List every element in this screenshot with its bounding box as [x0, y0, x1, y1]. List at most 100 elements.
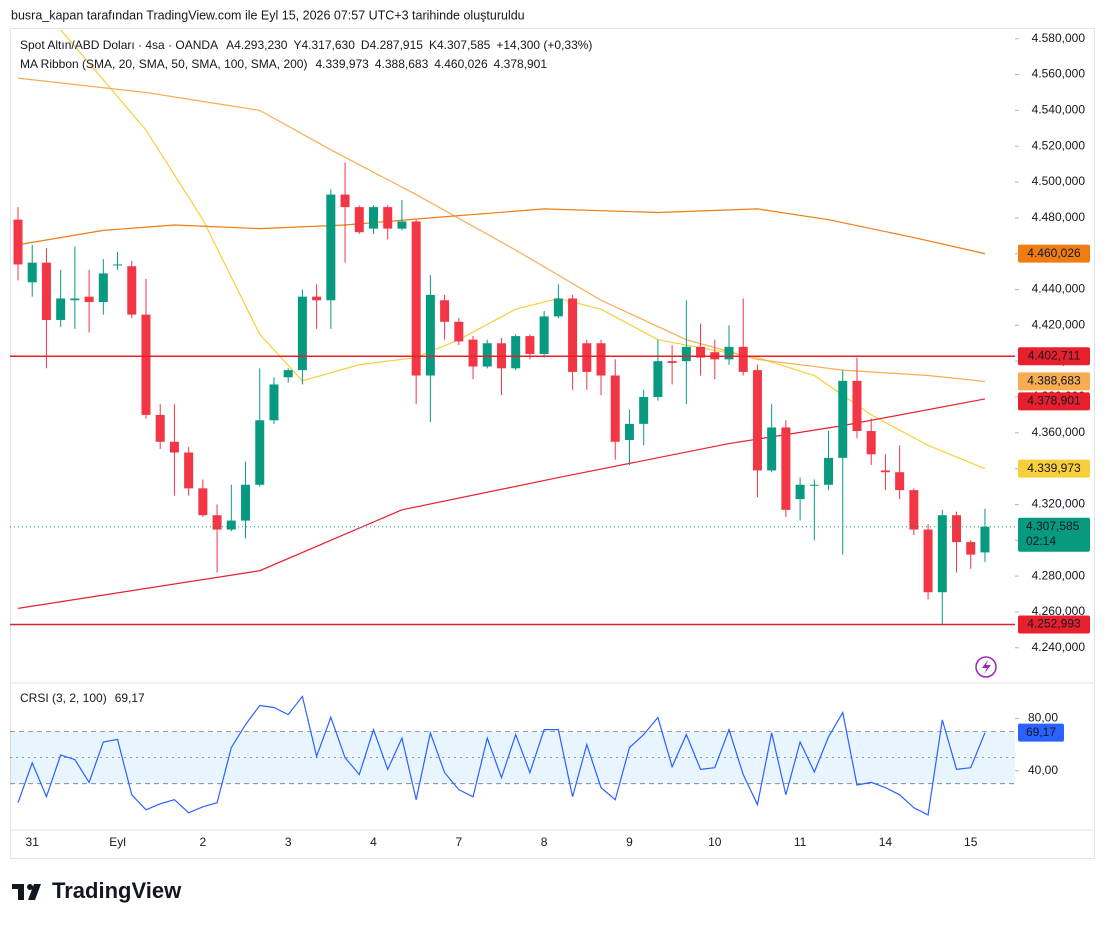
candle-body [525, 336, 535, 354]
candle-body [624, 423, 634, 440]
x-tick-label: 11 [794, 835, 807, 849]
alert-icon[interactable] [975, 656, 997, 678]
price-label-box [1018, 244, 1090, 263]
x-tick-label: 2 [200, 835, 207, 849]
y-tick-label: 4.500,000 [1032, 174, 1086, 188]
candle-body [795, 484, 805, 500]
candle-body [838, 380, 848, 458]
x-tick-label: Eyl [109, 835, 126, 849]
candle-body [610, 375, 620, 442]
candle-body [852, 380, 862, 432]
price-label: 4.402,711 [1028, 348, 1081, 362]
y-tick-label: 4.560,000 [1032, 67, 1086, 81]
price-label-box [1018, 392, 1090, 411]
y-tick-label: 4.540,000 [1032, 103, 1086, 117]
candle-body [482, 343, 492, 367]
x-tick-label: 3 [285, 835, 292, 849]
candle-body [41, 262, 51, 320]
candle-body [283, 370, 293, 378]
candle-body [369, 207, 378, 229]
moving-average [17, 77, 986, 383]
candle-body [639, 396, 649, 424]
candle-body [681, 346, 691, 362]
x-tick-label: 9 [626, 835, 633, 849]
candle-body [297, 296, 307, 371]
price-label: 4.339,973 [1027, 461, 1081, 475]
candle-body [596, 343, 606, 376]
attribution: busra_kapan tarafından TradingView.com i… [11, 8, 525, 22]
y-tick-label: 4.580,000 [1032, 31, 1086, 45]
moving-average [17, 208, 986, 255]
candle-body [824, 457, 834, 485]
candle-body [141, 314, 151, 415]
y-tick-label: 4.440,000 [1032, 282, 1086, 296]
y-tick-label: 4.360,000 [1032, 425, 1086, 439]
candle-body [511, 336, 521, 369]
candle-body [269, 384, 279, 421]
candle-body [767, 427, 777, 471]
candle-body [27, 262, 37, 283]
candle-body [582, 343, 592, 372]
last-price-label: 4.307,585 [1026, 519, 1080, 533]
x-tick-label: 4 [370, 835, 377, 849]
candle-body [425, 294, 435, 376]
brand: TradingView [52, 878, 182, 903]
candle-body [809, 484, 819, 486]
candle-body [909, 490, 919, 530]
x-tick-label: 7 [455, 835, 462, 849]
candle-body [383, 207, 393, 229]
x-tick-label: 31 [26, 835, 40, 849]
quote-value: 4.287,915 [370, 38, 424, 52]
candle-body [553, 298, 563, 317]
price-label: 4.388,683 [1027, 374, 1081, 388]
price-label: 4.378,901 [1027, 394, 1081, 408]
indicator-title: CRSI (3, 2, 100) [20, 691, 107, 705]
quote-prefix: Y [293, 38, 301, 52]
indicator-title: MA Ribbon (SMA, 20, SMA, 50, SMA, 100, S… [20, 57, 307, 71]
alert-icon-bolt [982, 660, 991, 674]
value-box [1018, 723, 1064, 742]
candle-body [354, 207, 364, 233]
candle-body [312, 296, 322, 301]
y-tick-label: 4.260,000 [1032, 604, 1086, 618]
ma-value: 4.339,973 [315, 57, 369, 71]
candle-body [13, 219, 23, 265]
price-label-box [1018, 615, 1090, 634]
candle-body [84, 296, 94, 303]
candle-body [184, 452, 194, 489]
x-tick-label: 8 [541, 835, 548, 849]
candle-body [56, 298, 66, 320]
ma-value: 4.460,026 [434, 57, 488, 71]
y-tick-label: 4.480,000 [1032, 210, 1086, 224]
y-tick-label: 4.320,000 [1032, 497, 1086, 511]
symbol-title: Spot Altın/ABD Doları · 4sa · OANDA [20, 38, 218, 52]
candle-body [724, 346, 734, 360]
countdown: 02:14 [1026, 534, 1056, 548]
x-tick-label: 10 [708, 835, 722, 849]
candle-body [952, 515, 962, 543]
quote-prefix: A [226, 38, 234, 52]
candle-body [667, 361, 677, 363]
candle-body [880, 470, 890, 473]
candle-body [155, 414, 165, 442]
candle-body [397, 221, 407, 229]
price-label-box [1018, 372, 1090, 391]
candle-body [70, 298, 80, 301]
quote-change: +14,300 (+0,33%) [496, 38, 592, 52]
x-tick-label: 15 [964, 835, 978, 849]
candle-body [454, 321, 464, 342]
candle-body [198, 488, 208, 516]
quote-prefix: D [361, 38, 370, 52]
candle-body [340, 194, 350, 208]
candle-body [326, 194, 336, 301]
candle-body [895, 472, 905, 491]
frame [10, 28, 1095, 859]
y-tick-label: 4.240,000 [1032, 640, 1086, 654]
candle-body [752, 370, 762, 471]
quote-value: 4.317,630 [302, 38, 356, 52]
x-tick-label: 14 [879, 835, 893, 849]
candle-body [98, 273, 108, 303]
candle-body [212, 515, 222, 530]
candle-body [653, 361, 663, 397]
